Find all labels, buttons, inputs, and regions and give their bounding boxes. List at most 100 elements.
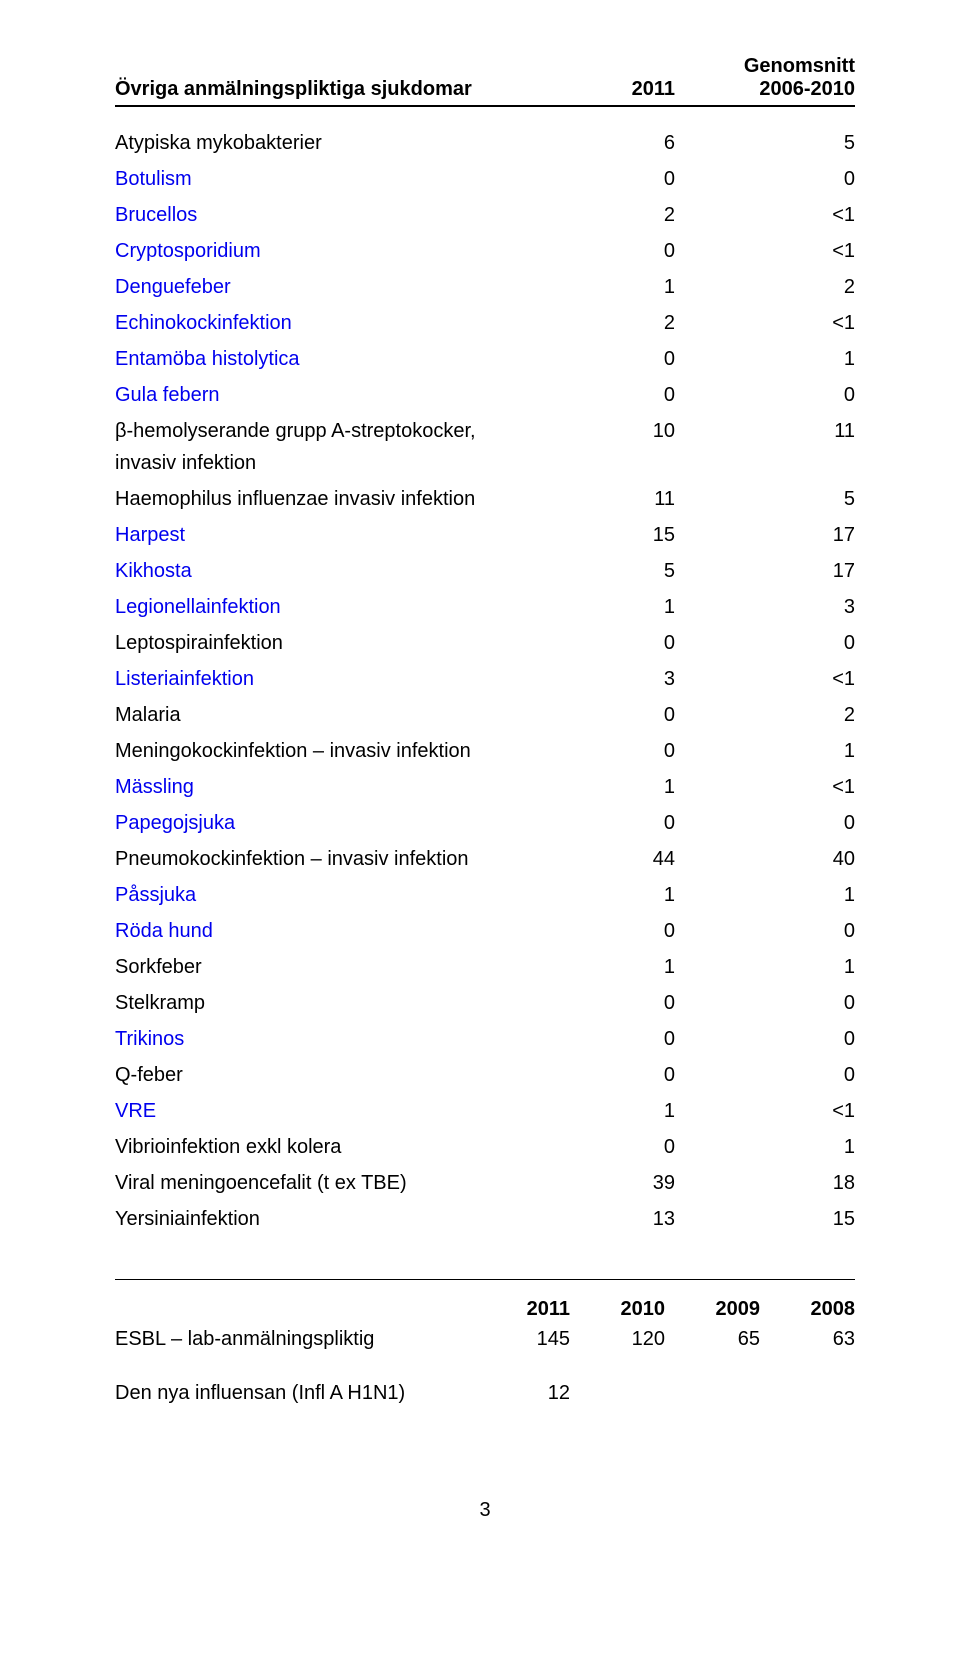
value-2011: 15 [535, 519, 675, 551]
value-2011: 0 [535, 1023, 675, 1055]
table-row: Meningokockinfektion – invasiv infektion… [115, 733, 855, 769]
table-row: Brucellos2<1 [115, 197, 855, 233]
table-row: Haemophilus influenzae invasiv infektion… [115, 481, 855, 517]
value-average: 1 [675, 343, 855, 375]
disease-label: Atypiska mykobakterier [115, 127, 535, 159]
value-average: <1 [675, 307, 855, 339]
table-row: Vibrioinfektion exkl kolera01 [115, 1129, 855, 1165]
table-row: Malaria02 [115, 697, 855, 733]
value-2011: 0 [535, 343, 675, 375]
value-average: 1 [675, 879, 855, 911]
value-average: <1 [675, 235, 855, 267]
table-row: β-hemolyserande grupp A-streptokocker, i… [115, 413, 855, 481]
value-average: <1 [675, 771, 855, 803]
disease-label[interactable]: Röda hund [115, 915, 535, 947]
disease-label[interactable]: Brucellos [115, 199, 535, 231]
table-row: Leptospirainfektion00 [115, 625, 855, 661]
disease-label: β-hemolyserande grupp A-streptokocker, i… [115, 415, 535, 479]
disease-label: Yersiniainfektion [115, 1203, 535, 1235]
disease-label[interactable]: Entamöba histolytica [115, 343, 535, 375]
value-average: <1 [675, 663, 855, 695]
value-2011: 0 [535, 915, 675, 947]
footer-val-2: 65 [665, 1323, 760, 1355]
disease-label[interactable]: Gula febern [115, 379, 535, 411]
table-row: Gula febern00 [115, 377, 855, 413]
disease-label[interactable]: Trikinos [115, 1023, 535, 1055]
disease-label: Malaria [115, 699, 535, 731]
value-average: 0 [675, 1023, 855, 1055]
footer-val-1: 120 [570, 1323, 665, 1355]
disease-label[interactable]: Mässling [115, 771, 535, 803]
value-average: 17 [675, 519, 855, 551]
header-col-year: 2011 [535, 78, 675, 101]
value-average: 0 [675, 1059, 855, 1091]
disease-label[interactable]: Cryptosporidium [115, 235, 535, 267]
value-average: 5 [675, 127, 855, 159]
footer-year-3: 2008 [760, 1298, 855, 1321]
table-row: Stelkramp00 [115, 985, 855, 1021]
value-average: 0 [675, 915, 855, 947]
disease-label[interactable]: Kikhosta [115, 555, 535, 587]
table-row: Harpest1517 [115, 517, 855, 553]
page: Övriga anmälningspliktiga sjukdomar 2011… [0, 0, 960, 1562]
value-2011: 0 [535, 1131, 675, 1163]
value-average: 0 [675, 163, 855, 195]
disease-label[interactable]: Echinokockinfektion [115, 307, 535, 339]
value-2011: 1 [535, 271, 675, 303]
influenza-pad [570, 1377, 855, 1409]
footer-table: 2011 2010 2009 2008 ESBL – lab-anmälning… [115, 1298, 855, 1355]
value-2011: 0 [535, 987, 675, 1019]
table-row: Påssjuka11 [115, 877, 855, 913]
influenza-label: Den nya influensan (Infl A H1N1) [115, 1377, 475, 1409]
disease-label[interactable]: Botulism [115, 163, 535, 195]
table-header: Övriga anmälningspliktiga sjukdomar 2011… [115, 55, 855, 107]
value-2011: 1 [535, 879, 675, 911]
table-row: Röda hund00 [115, 913, 855, 949]
table-row: VRE1<1 [115, 1093, 855, 1129]
disease-label[interactable]: Listeriainfektion [115, 663, 535, 695]
table-row: Sorkfeber11 [115, 949, 855, 985]
disease-label[interactable]: Harpest [115, 519, 535, 551]
disease-label: Haemophilus influenzae invasiv infektion [115, 483, 535, 515]
disease-table: Atypiska mykobakterier65Botulism00Brucel… [115, 125, 855, 1237]
value-2011: 44 [535, 843, 675, 875]
value-2011: 0 [535, 735, 675, 767]
value-2011: 1 [535, 1095, 675, 1127]
table-row: Papegojsjuka00 [115, 805, 855, 841]
table-row: Trikinos00 [115, 1021, 855, 1057]
disease-label[interactable]: Påssjuka [115, 879, 535, 911]
value-2011: 39 [535, 1167, 675, 1199]
table-row: Q-feber00 [115, 1057, 855, 1093]
value-2011: 1 [535, 951, 675, 983]
value-average: 2 [675, 271, 855, 303]
value-average: 40 [675, 843, 855, 875]
disease-label: Stelkramp [115, 987, 535, 1019]
value-average: 18 [675, 1167, 855, 1199]
footer-year-0: 2011 [475, 1298, 570, 1321]
disease-label[interactable]: Legionellainfektion [115, 591, 535, 623]
value-2011: 0 [535, 1059, 675, 1091]
table-row: Viral meningoencefalit (t ex TBE)3918 [115, 1165, 855, 1201]
disease-label[interactable]: VRE [115, 1095, 535, 1127]
header-col-diseases: Övriga anmälningspliktiga sjukdomar [115, 78, 535, 101]
footer-header-blank [115, 1298, 475, 1321]
value-average: 5 [675, 483, 855, 515]
value-average: 0 [675, 627, 855, 659]
value-average: 1 [675, 1131, 855, 1163]
footer-val-3: 63 [760, 1323, 855, 1355]
value-2011: 0 [535, 379, 675, 411]
table-row: Yersiniainfektion1315 [115, 1201, 855, 1237]
disease-label[interactable]: Denguefeber [115, 271, 535, 303]
table-row: Botulism00 [115, 161, 855, 197]
value-2011: 3 [535, 663, 675, 695]
footer-data-row: ESBL – lab-anmälningspliktig 145 120 65 … [115, 1323, 855, 1355]
table-row: Entamöba histolytica01 [115, 341, 855, 377]
disease-label[interactable]: Papegojsjuka [115, 807, 535, 839]
table-row: Atypiska mykobakterier65 [115, 125, 855, 161]
value-average: 15 [675, 1203, 855, 1235]
value-average: 2 [675, 699, 855, 731]
footer-row-label: ESBL – lab-anmälningspliktig [115, 1323, 475, 1355]
value-average: 1 [675, 951, 855, 983]
table-row: Mässling1<1 [115, 769, 855, 805]
value-2011: 6 [535, 127, 675, 159]
